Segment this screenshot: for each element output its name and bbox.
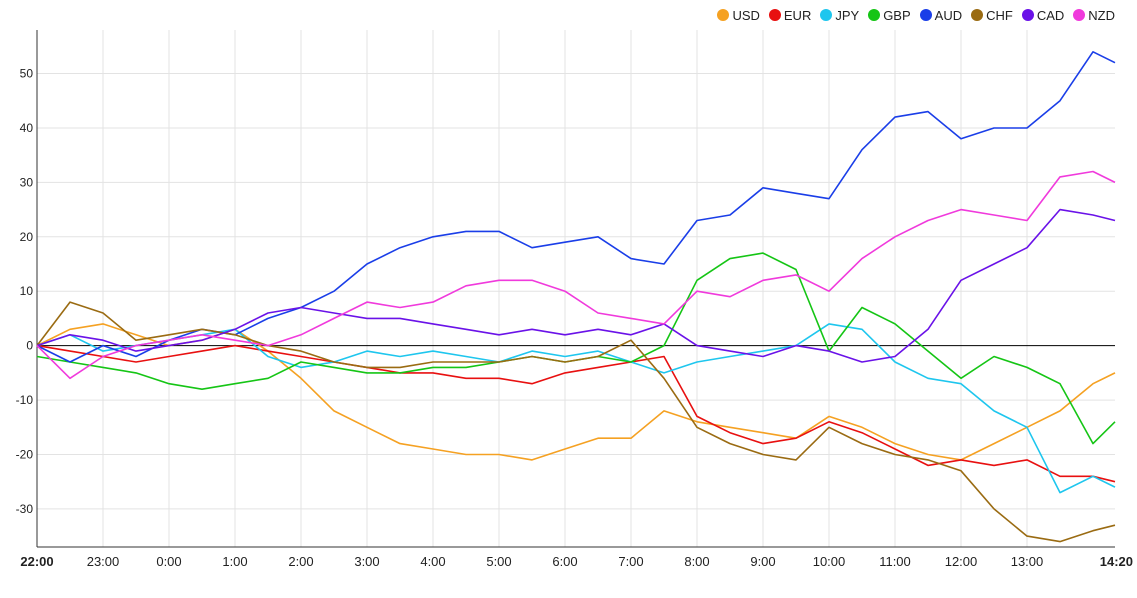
x-tick-label: 3:00 xyxy=(354,554,379,569)
legend-dot-icon xyxy=(717,9,730,21)
x-tick-label: 11:00 xyxy=(879,554,911,569)
x-tick-label: 2:00 xyxy=(288,554,313,569)
x-tick-labels: 22:00 23:00 0:00 1:00 2:00 3:00 4:00 5:00 6:00 7:… xyxy=(20,554,1133,569)
legend-item-eur[interactable]: EUR xyxy=(768,7,812,23)
legend-label: EUR xyxy=(783,7,812,23)
series-line-usd xyxy=(36,323,1116,461)
y-tick-label: -10 xyxy=(16,393,34,407)
y-tick-label: 50 xyxy=(20,67,34,81)
gridlines xyxy=(37,30,1115,547)
x-tick-label: 8:00 xyxy=(684,554,709,569)
legend-item-jpy[interactable]: JPY xyxy=(820,8,859,23)
legend-dot-icon xyxy=(868,9,881,21)
legend-label: NZD xyxy=(1088,7,1115,23)
legend-dot-icon xyxy=(1073,9,1086,21)
y-tick-label: 0 xyxy=(26,339,33,353)
legend-dot-icon xyxy=(919,9,932,21)
x-tick-label: 12:00 xyxy=(945,554,978,569)
x-tick-label: 14:20 xyxy=(1100,554,1133,569)
legend-dot-icon xyxy=(768,9,781,21)
y-tick-label: -30 xyxy=(16,502,34,516)
legend-dot-icon xyxy=(971,9,984,21)
x-tick-label: 22:00 xyxy=(20,554,53,569)
legend-label: CAD xyxy=(1036,7,1065,23)
series-line-chf xyxy=(36,301,1116,543)
series-line-aud xyxy=(36,50,1116,363)
legend: USD EUR JPY GBP AUD CHF CAD NZD xyxy=(708,6,1115,24)
y-tick-label: 20 xyxy=(20,230,34,244)
series-line-cad xyxy=(36,208,1116,363)
series-line-gbp xyxy=(36,252,1116,445)
x-tick-label: 4:00 xyxy=(420,554,445,569)
legend-label: USD xyxy=(732,7,760,23)
x-tick-label: 9:00 xyxy=(750,554,775,569)
legend-item-aud[interactable]: AUD xyxy=(919,7,963,23)
x-tick-label: 23:00 xyxy=(87,554,120,569)
x-tick-label: 0:00 xyxy=(156,554,181,569)
legend-label: AUD xyxy=(934,7,963,23)
legend-label: JPY xyxy=(835,7,860,23)
series-line-jpy xyxy=(36,323,1116,494)
legend-item-usd[interactable]: USD xyxy=(717,7,760,23)
series-line-nzd xyxy=(36,170,1116,380)
y-tick-labels: -30 -20 -10 0 10 20 30 40 50 xyxy=(16,67,34,516)
legend-dot-icon xyxy=(820,9,833,21)
axes xyxy=(36,30,1115,548)
legend-item-nzd[interactable]: NZD xyxy=(1073,8,1115,23)
legend-item-chf[interactable]: CHF xyxy=(971,8,1013,23)
x-tick-label: 13:00 xyxy=(1011,554,1044,569)
x-tick-label: 6:00 xyxy=(552,554,577,569)
y-tick-label: 30 xyxy=(20,175,34,189)
series-lines xyxy=(36,50,1116,543)
x-tick-label: 5:00 xyxy=(486,554,511,569)
x-tick-label: 1:00 xyxy=(222,554,247,569)
legend-label: CHF xyxy=(986,7,1013,23)
legend-item-cad[interactable]: CAD xyxy=(1021,7,1065,23)
x-tick-label: 7:00 xyxy=(618,554,643,569)
y-tick-label: -20 xyxy=(16,447,34,461)
legend-label: GBP xyxy=(883,7,911,23)
y-tick-label: 40 xyxy=(20,121,34,135)
x-tick-label: 10:00 xyxy=(813,554,846,569)
series-line-eur xyxy=(36,344,1116,483)
legend-item-gbp[interactable]: GBP xyxy=(868,7,911,23)
legend-dot-icon xyxy=(1021,9,1034,21)
y-tick-label: 10 xyxy=(20,284,34,298)
